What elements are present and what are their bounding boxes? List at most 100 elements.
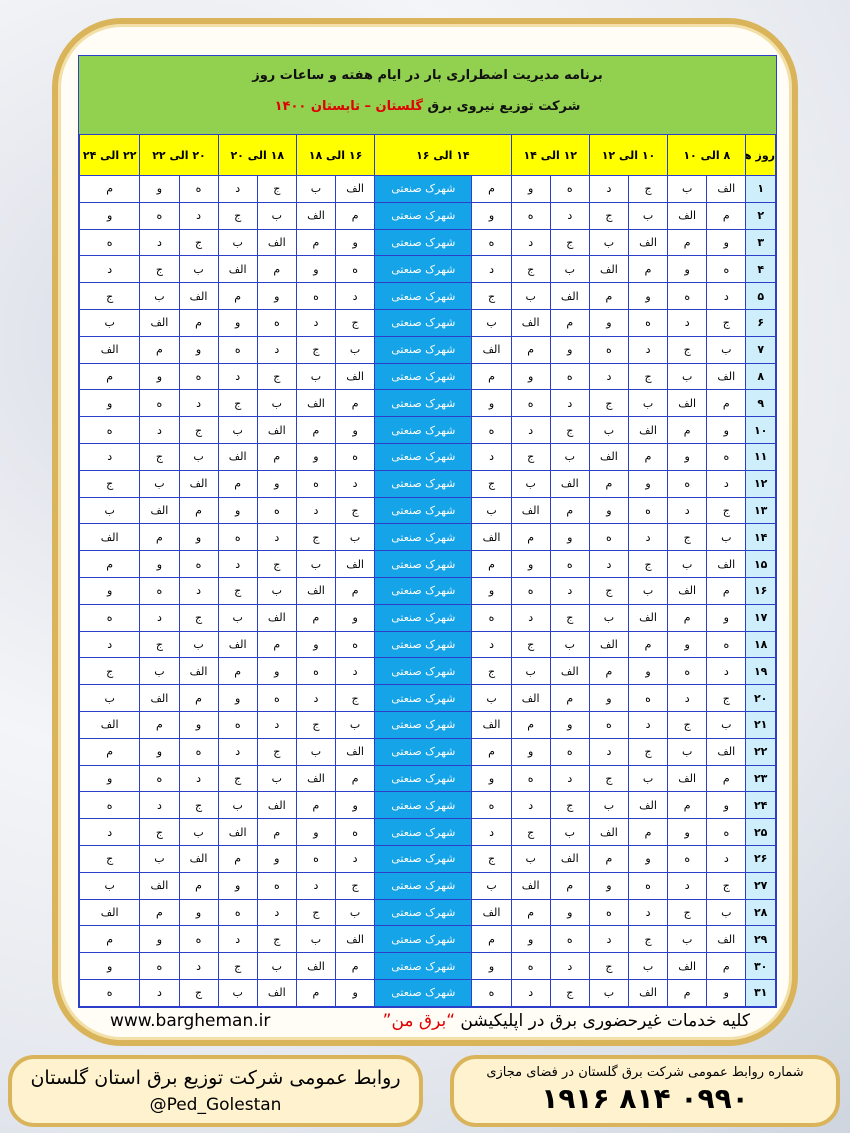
group-cell: الف	[178, 282, 219, 310]
group-cell: الف	[217, 630, 258, 659]
group-cell: ج	[139, 442, 180, 471]
group-cell: و	[627, 469, 669, 498]
group-cell: د	[178, 764, 219, 793]
group-cell: ج	[217, 576, 258, 605]
column-header: ۲۰ الی ۲۲	[139, 134, 219, 176]
group-cell: ه	[706, 442, 747, 471]
group-cell: الف	[706, 550, 747, 578]
group-cell: و	[335, 228, 376, 257]
industrial-cell: شهرک صنعتی	[374, 684, 473, 712]
group-cell: و	[335, 603, 376, 632]
industrial-cell: شهرک صنعتی	[374, 228, 473, 257]
group-cell: ج	[510, 255, 551, 284]
group-cell: الف	[667, 576, 708, 605]
group-cell: م	[178, 496, 219, 525]
group-cell: و	[295, 255, 337, 284]
group-cell: ه	[667, 657, 708, 686]
group-cell: م	[471, 550, 512, 578]
group-cell: م	[588, 469, 630, 498]
group-cell: ب	[549, 255, 590, 284]
day-cell: ۲۷	[745, 871, 776, 900]
group-cell: ج	[706, 871, 747, 900]
group-cell: د	[217, 737, 258, 766]
phone-number: ۰۹۹۰ ۸۱۴ ۱۹۱۶	[541, 1082, 749, 1115]
group-cell: الف	[471, 335, 512, 364]
group-cell: ه	[335, 255, 376, 284]
group-cell: م	[78, 925, 141, 954]
table-row: ۱۶ م الف ب ج د ه و شهرک صنعتی م الف ب ج د ه و	[78, 576, 776, 605]
group-cell: ج	[217, 764, 258, 793]
group-cell: م	[78, 737, 141, 766]
group-cell: الف	[295, 389, 337, 418]
group-cell: ج	[549, 228, 590, 257]
industrial-cell: شهرک صنعتی	[374, 576, 473, 605]
group-cell: الف	[139, 496, 180, 525]
group-cell: ج	[78, 282, 141, 310]
group-cell: ب	[706, 710, 747, 739]
group-cell: د	[139, 978, 180, 1007]
title-block: برنامه مدیریت اضطراری بار در ایام هفته و…	[79, 56, 776, 134]
day-cell: ۲۹	[745, 925, 776, 954]
group-cell: و	[667, 255, 708, 284]
group-cell: ب	[510, 844, 551, 873]
group-cell: م	[549, 684, 590, 712]
group-cell: الف	[667, 952, 708, 980]
group-cell: ه	[510, 389, 551, 418]
day-cell: ۲۵	[745, 818, 776, 846]
group-cell: الف	[706, 175, 747, 203]
industrial-cell: شهرک صنعتی	[374, 255, 473, 284]
group-cell: و	[78, 576, 141, 605]
group-cell: ب	[627, 389, 669, 418]
column-header: ۱۸ الی ۲۰	[217, 134, 297, 176]
group-cell: د	[335, 657, 376, 686]
group-cell: ب	[139, 282, 180, 310]
group-cell: ه	[139, 576, 180, 605]
table-row: ۱۴ ب ج د ه و م الف شهرک صنعتی ب ج د ه و م الف	[78, 523, 776, 552]
table-row: ۸ الف ب ج د ه و م شهرک صنعتی الف ب ج د ه و م	[78, 362, 776, 391]
group-cell: ج	[217, 389, 258, 418]
group-cell: ب	[588, 791, 630, 820]
website[interactable]: www.bargheman.ir	[110, 1011, 271, 1031]
table-row: ۲ م الف ب ج د ه و شهرک صنعتی م الف ب ج د ه و	[78, 201, 776, 230]
group-cell: د	[178, 201, 219, 230]
group-cell: د	[510, 978, 551, 1007]
group-cell: ب	[217, 603, 258, 632]
group-cell: د	[256, 335, 297, 364]
group-cell: م	[706, 576, 747, 605]
group-cell: م	[588, 657, 630, 686]
day-cell: ۱۸	[745, 630, 776, 659]
group-cell: ب	[627, 764, 669, 793]
group-cell: د	[627, 523, 669, 552]
group-cell: ج	[295, 523, 337, 552]
group-cell: ه	[139, 389, 180, 418]
group-cell: ه	[471, 791, 512, 820]
industrial-cell: شهرک صنعتی	[374, 764, 473, 793]
subtitle: شرکت توزیع نیروی برق	[427, 99, 581, 114]
group-cell: ه	[335, 630, 376, 659]
group-cell: د	[549, 764, 590, 793]
group-cell: د	[295, 308, 337, 337]
group-cell: الف	[627, 228, 669, 257]
group-cell: ه	[471, 416, 512, 444]
group-cell: ب	[256, 576, 297, 605]
day-cell: ۱	[745, 175, 776, 203]
day-cell: ۳	[745, 228, 776, 257]
group-cell: م	[78, 550, 141, 578]
group-cell: ج	[588, 201, 630, 230]
footer-line: کلیه خدمات غیرحضوری برق در اپلیکیشن “برق…	[383, 1011, 750, 1031]
group-cell: د	[549, 952, 590, 980]
group-cell: ج	[256, 362, 297, 391]
group-cell: و	[335, 978, 376, 1007]
group-cell: ه	[335, 442, 376, 471]
group-cell: د	[217, 550, 258, 578]
group-cell: الف	[256, 791, 297, 820]
group-cell: و	[588, 496, 630, 525]
group-cell: د	[588, 362, 630, 391]
table-row: ۷ ب ج د ه و م الف شهرک صنعتی ب ج د ه و م الف	[78, 335, 776, 364]
group-cell: ج	[256, 175, 297, 203]
group-cell: ج	[295, 335, 337, 364]
group-cell: ج	[78, 844, 141, 873]
group-cell: و	[335, 791, 376, 820]
group-cell: ج	[295, 898, 337, 927]
